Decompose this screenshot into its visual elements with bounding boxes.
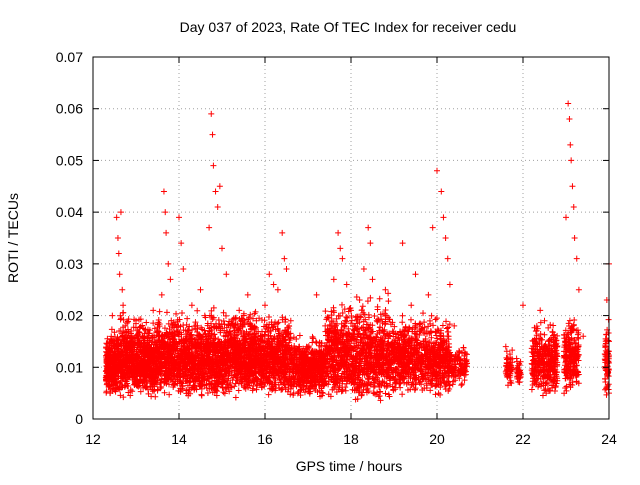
chart-title: Day 037 of 2023, Rate Of TEC Index for r… [180, 19, 517, 35]
